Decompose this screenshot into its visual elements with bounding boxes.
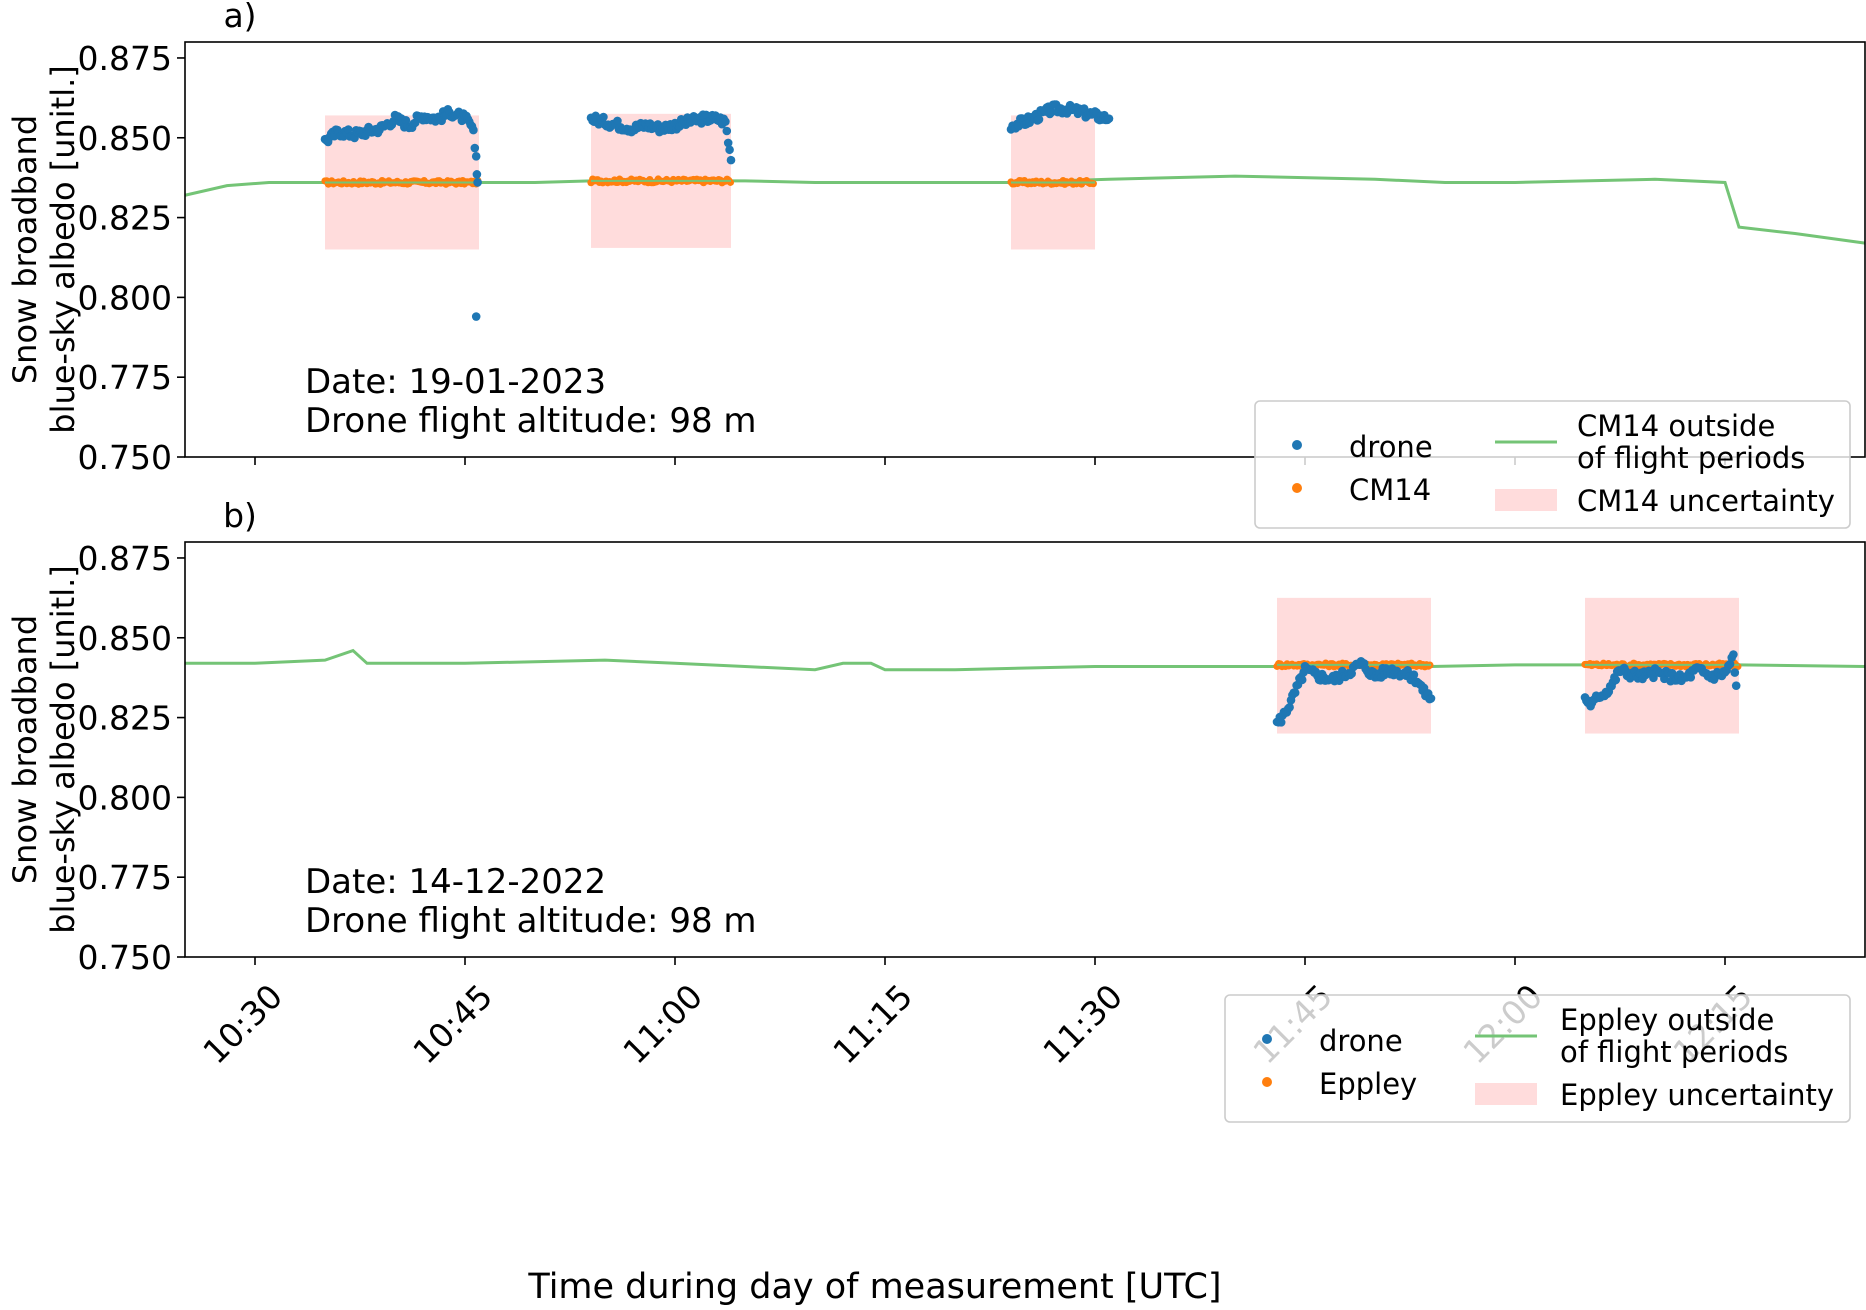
drone-point [1104, 114, 1114, 123]
reference-points-group [321, 175, 1097, 188]
y-tick-label: 0.750 [78, 938, 172, 977]
drone-point [725, 145, 734, 155]
y-tick-label: 0.825 [78, 699, 172, 738]
legend-label-uncertainty: CM14 uncertainty [1577, 484, 1835, 518]
drone-point [1725, 659, 1735, 669]
y-tick-label: 0.800 [78, 278, 172, 317]
y-tick-label: 0.800 [78, 778, 172, 817]
altitude-annotation: Drone flight altitude: 98 m [305, 401, 757, 441]
drone-point [472, 170, 482, 179]
drone-point [722, 126, 732, 136]
plot-frame [184, 541, 1866, 958]
x-tick-label: 11:00 [615, 977, 710, 1072]
drone-point [469, 125, 478, 135]
legend-box [1224, 994, 1851, 1123]
panel-a: 0.750 0.775 0.800 0.825 0.850 0.875 a) Date: … [6, 0, 1866, 529]
legend-box [1254, 400, 1851, 529]
drone-point [344, 125, 353, 134]
drone-point [471, 312, 481, 321]
legend-patch-uncertainty [1475, 1083, 1537, 1105]
y-axis-ticks: 0.750 0.775 0.800 0.825 0.850 0.875 [78, 39, 185, 477]
x-axis-label: Time during day of measurement [UTC] [527, 1267, 1221, 1307]
outside-flight-line [185, 648, 1866, 672]
drone-point [1297, 675, 1307, 685]
y-tick-label: 0.825 [78, 199, 172, 238]
legend-marker-drone [1292, 440, 1302, 450]
legend-marker-reference [1292, 483, 1302, 493]
drone-point [599, 112, 608, 122]
panel-b: 0.750 0.775 0.800 0.825 0.850 0.875 10:30 10:4… [6, 496, 1866, 1123]
x-tick-label: 11:15 [825, 977, 920, 1072]
drone-point [1731, 681, 1741, 690]
y-axis-label-line2: blue-sky albedo [unitl.] [44, 565, 82, 933]
drone-point [613, 116, 622, 126]
outside-line-group [185, 648, 1866, 672]
x-tick-label: 11:30 [1035, 977, 1130, 1072]
legend-marker-drone [1262, 1034, 1272, 1044]
panel-label: a) [223, 0, 256, 35]
drone-point [723, 138, 733, 148]
drone-points-group [320, 100, 1114, 321]
date-annotation: Date: 19-01-2023 [305, 362, 606, 402]
drone-point [1611, 675, 1621, 685]
drone-point [471, 151, 481, 161]
drone-point [1347, 669, 1356, 678]
drone-point [1079, 104, 1089, 113]
drone-point [1403, 665, 1412, 675]
x-tick-label: 10:30 [195, 977, 290, 1072]
drone-point [470, 143, 480, 153]
y-tick-label: 0.850 [78, 119, 172, 158]
y-tick-label: 0.750 [78, 438, 172, 477]
reference-point [1089, 180, 1097, 188]
drone-point [1409, 670, 1419, 679]
legend-label-outside-line1: CM14 outside [1577, 409, 1775, 443]
y-tick-label: 0.875 [78, 39, 172, 78]
y-axis-ticks: 0.750 0.775 0.800 0.825 0.850 0.875 [78, 539, 185, 977]
drone-point [1686, 672, 1696, 682]
panel-label: b) [223, 496, 257, 535]
drone-point [1047, 107, 1056, 117]
plot-frame [184, 41, 1866, 458]
legend-label-outside-line1: Eppley outside [1560, 1003, 1774, 1037]
drone-point [726, 155, 736, 165]
legend-label-drone: drone [1319, 1024, 1403, 1058]
legend-label-outside-line2: of flight periods [1560, 1035, 1788, 1069]
legend-label-reference: Eppley [1319, 1067, 1417, 1101]
y-tick-label: 0.775 [78, 858, 172, 897]
x-tick-label: 10:45 [405, 977, 500, 1072]
drone-point [1034, 115, 1044, 124]
date-annotation: Date: 14-12-2022 [305, 862, 606, 902]
altitude-annotation: Drone flight altitude: 98 m [305, 901, 757, 941]
y-tick-label: 0.850 [78, 619, 172, 658]
y-tick-label: 0.775 [78, 358, 172, 397]
drone-point [1426, 694, 1436, 703]
legend-marker-reference [1262, 1077, 1272, 1087]
drone-point [1285, 703, 1294, 712]
legend-label-uncertainty: Eppley uncertainty [1560, 1078, 1834, 1112]
drone-point [1730, 668, 1740, 677]
reference-point [726, 178, 735, 186]
drone-point [1276, 718, 1286, 727]
y-axis-label-line2: blue-sky albedo [unitl.] [44, 65, 82, 433]
y-tick-label: 0.875 [78, 539, 172, 578]
y-axis-label-line1: Snow broadband [6, 615, 44, 884]
legend-patch-uncertainty [1495, 489, 1557, 511]
drone-point [721, 117, 730, 126]
y-axis-label-line1: Snow broadband [6, 115, 44, 384]
drone-point [410, 118, 420, 127]
legend-label-reference: CM14 [1349, 473, 1431, 507]
drone-point [473, 178, 482, 187]
legend-label-outside-line2: of flight periods [1577, 441, 1805, 475]
drone-point [1729, 650, 1738, 659]
drone-points-group [1272, 650, 1741, 727]
drone-point [1290, 688, 1300, 698]
legend-label-drone: drone [1349, 430, 1433, 464]
